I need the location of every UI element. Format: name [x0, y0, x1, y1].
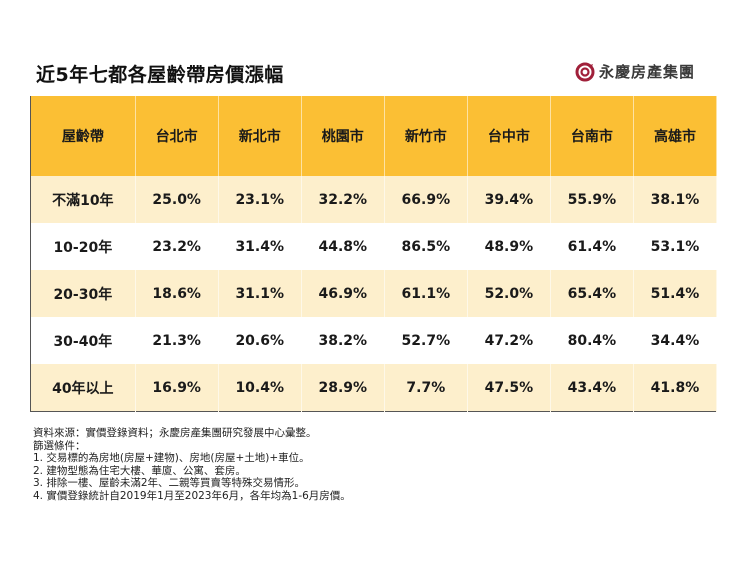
table-row: 40年以上 16.9% 10.4% 28.9% 7.7% 47.5% 43.4%…: [30, 364, 718, 412]
row-label: 20-30年: [30, 270, 136, 317]
table-cell: 46.9%: [301, 270, 385, 317]
table-cell: 52.0%: [467, 270, 551, 317]
table-cell: 7.7%: [384, 364, 468, 412]
table-cell: 23.2%: [135, 223, 219, 270]
table-cell: 39.4%: [467, 176, 551, 223]
table-cell: 61.4%: [550, 223, 634, 270]
note-criteria-heading: 篩選條件：: [33, 439, 86, 452]
table-cell: 66.9%: [384, 176, 468, 223]
row-label: 40年以上: [30, 364, 136, 412]
table-cell: 31.4%: [218, 223, 302, 270]
table-cell: 38.1%: [633, 176, 718, 223]
note-item: 2. 建物型態為住宅大樓、華廈、公寓、套房。: [33, 464, 246, 477]
column-header-taichung: 台中市: [467, 96, 551, 176]
table-cell: 47.2%: [467, 317, 551, 364]
column-header-kaohsiung: 高雄市: [633, 96, 718, 176]
table-row: 10-20年 23.2% 31.4% 44.8% 86.5% 48.9% 61.…: [30, 223, 718, 270]
source-notes: 資料來源：實價登錄資料；永慶房產集團研究發展中心彙整。 篩選條件： 1. 交易標…: [33, 427, 351, 503]
note-item: 4. 實價登錄統計自2019年1月至2023年6月，各年均為1-6月房價。: [33, 489, 351, 502]
table-cell: 52.7%: [384, 317, 468, 364]
table-cell: 53.1%: [633, 223, 718, 270]
row-label: 不滿10年: [30, 176, 136, 223]
brand-name: 永慶房產集團: [599, 63, 696, 81]
highlighted-cell: 80.4%: [550, 317, 634, 364]
table-cell: 23.1%: [218, 176, 302, 223]
note-item: 1. 交易標的為房地(房屋+建物)、房地(房屋+土地)+車位。: [33, 452, 310, 465]
table-cell: 43.4%: [550, 364, 634, 412]
row-label: 30-40年: [30, 317, 136, 364]
table-cell: 44.8%: [301, 223, 385, 270]
column-header-taipei: 台北市: [135, 96, 219, 176]
column-header-taoyuan: 桃園市: [301, 96, 385, 176]
brand-logo-icon: [575, 62, 595, 81]
table-cell: 38.2%: [301, 317, 385, 364]
table-cell: 25.0%: [135, 176, 219, 223]
table-row: 20-30年 18.6% 31.1% 46.9% 61.1% 52.0% 65.…: [30, 270, 718, 317]
table-header-row: 屋齡帶 台北市 新北市 桃園市 新竹市 台中市 台南市 高雄市: [30, 96, 718, 176]
table-row: 30-40年 21.3% 20.6% 38.2% 52.7% 47.2% 80.…: [30, 317, 718, 364]
table-cell: 41.8%: [633, 364, 718, 412]
table-cell: 65.4%: [550, 270, 634, 317]
table-cell: 51.4%: [633, 270, 718, 317]
row-label: 10-20年: [30, 223, 136, 270]
brand-logo-group: 永慶房產集團: [575, 61, 695, 82]
table-cell: 55.9%: [550, 176, 634, 223]
table-cell: 20.6%: [218, 317, 302, 364]
price-growth-table: 屋齡帶 台北市 新北市 桃園市 新竹市 台中市 台南市 高雄市 不滿10年 25…: [30, 96, 718, 412]
column-header-hsinchu: 新竹市: [384, 96, 468, 176]
note-item: 3. 排除一樓、屋齡未滿2年、二親等買賣等特殊交易情形。: [33, 477, 306, 490]
table-cell: 16.9%: [135, 364, 219, 412]
column-header-tainan: 台南市: [550, 96, 634, 176]
column-header-new-taipei: 新北市: [218, 96, 302, 176]
table-cell: 28.9%: [301, 364, 385, 412]
table-cell: 32.2%: [301, 176, 385, 223]
table-row: 不滿10年 25.0% 23.1% 32.2% 66.9% 39.4% 55.9…: [30, 176, 718, 223]
table-cell: 48.9%: [467, 223, 551, 270]
table-cell: 18.6%: [135, 270, 219, 317]
table-cell: 10.4%: [218, 364, 302, 412]
table-cell: 61.1%: [384, 270, 468, 317]
highlighted-cell: 86.5%: [384, 223, 468, 270]
table-cell: 21.3%: [135, 317, 219, 364]
table-cell: 34.4%: [633, 317, 718, 364]
table-cell: 31.1%: [218, 270, 302, 317]
column-header-age-band: 屋齡帶: [30, 96, 136, 176]
note-source: 資料來源：實價登錄資料；永慶房產集團研究發展中心彙整。: [33, 427, 317, 439]
table-cell: 47.5%: [467, 364, 551, 412]
page-title: 近5年七都各屋齡帶房價漲幅: [36, 64, 284, 86]
